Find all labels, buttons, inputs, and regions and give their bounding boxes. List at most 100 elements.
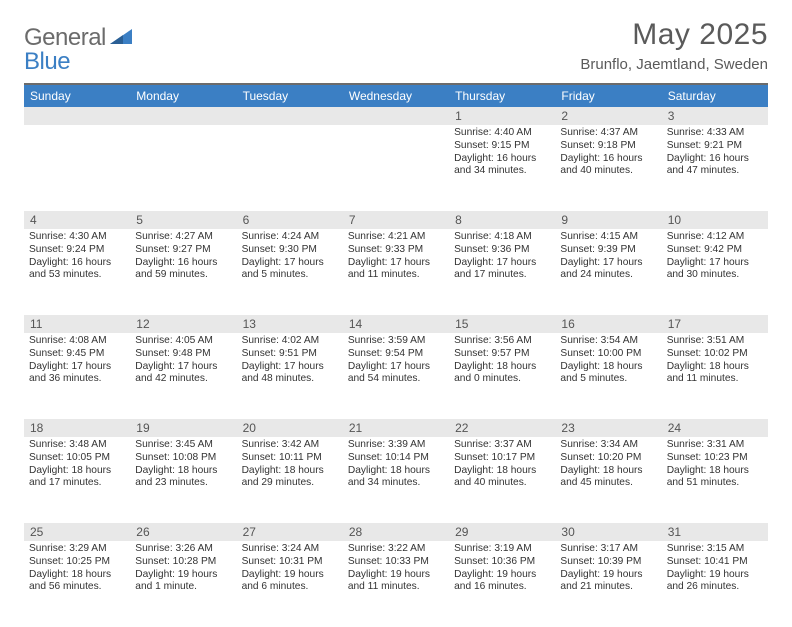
- day-text: Sunrise: 4:33 AMSunset: 9:21 PMDaylight:…: [667, 127, 763, 178]
- daylight-line: Daylight: 19 hours and 26 minutes.: [667, 569, 763, 595]
- daylight-line: Daylight: 19 hours and 16 minutes.: [454, 569, 550, 595]
- page-title: May 2025: [580, 18, 768, 52]
- daylight-line: Daylight: 17 hours and 11 minutes.: [348, 257, 444, 283]
- dow-cell: Saturday: [662, 85, 768, 107]
- day-cell: Sunrise: 3:42 AMSunset: 10:11 PMDaylight…: [237, 437, 343, 523]
- sunrise-line: Sunrise: 3:59 AM: [348, 335, 444, 348]
- day-number: 20: [237, 419, 343, 437]
- sunset-line: Sunset: 10:39 PM: [560, 556, 656, 569]
- sunrise-line: Sunrise: 3:31 AM: [667, 439, 763, 452]
- day-text: Sunrise: 3:42 AMSunset: 10:11 PMDaylight…: [242, 439, 338, 490]
- day-cell: Sunrise: 4:33 AMSunset: 9:21 PMDaylight:…: [662, 125, 768, 211]
- day-cell: Sunrise: 3:51 AMSunset: 10:02 PMDaylight…: [662, 333, 768, 419]
- daylight-line: Daylight: 16 hours and 34 minutes.: [454, 153, 550, 179]
- dow-cell: Friday: [555, 85, 661, 107]
- sunset-line: Sunset: 9:27 PM: [135, 244, 231, 257]
- day-cell: Sunrise: 3:39 AMSunset: 10:14 PMDaylight…: [343, 437, 449, 523]
- day-text: Sunrise: 4:37 AMSunset: 9:18 PMDaylight:…: [560, 127, 656, 178]
- day-of-week-row: SundayMondayTuesdayWednesdayThursdayFrid…: [24, 85, 768, 107]
- day-text: Sunrise: 3:26 AMSunset: 10:28 PMDaylight…: [135, 543, 231, 594]
- sunset-line: Sunset: 9:42 PM: [667, 244, 763, 257]
- day-text: Sunrise: 4:18 AMSunset: 9:36 PMDaylight:…: [454, 231, 550, 282]
- day-number: 14: [343, 315, 449, 333]
- day-number: 25: [24, 523, 130, 541]
- daylight-line: Daylight: 19 hours and 6 minutes.: [242, 569, 338, 595]
- sunset-line: Sunset: 9:36 PM: [454, 244, 550, 257]
- day-cell: Sunrise: 4:02 AMSunset: 9:51 PMDaylight:…: [237, 333, 343, 419]
- day-text: Sunrise: 3:48 AMSunset: 10:05 PMDaylight…: [29, 439, 125, 490]
- day-cell: Sunrise: 3:24 AMSunset: 10:31 PMDaylight…: [237, 541, 343, 627]
- day-text: Sunrise: 3:22 AMSunset: 10:33 PMDaylight…: [348, 543, 444, 594]
- day-text: Sunrise: 4:08 AMSunset: 9:45 PMDaylight:…: [29, 335, 125, 386]
- sunrise-line: Sunrise: 3:39 AM: [348, 439, 444, 452]
- daylight-line: Daylight: 18 hours and 56 minutes.: [29, 569, 125, 595]
- sunset-line: Sunset: 10:02 PM: [667, 348, 763, 361]
- day-cell: Sunrise: 4:27 AMSunset: 9:27 PMDaylight:…: [130, 229, 236, 315]
- sunrise-line: Sunrise: 4:15 AM: [560, 231, 656, 244]
- day-text: Sunrise: 4:05 AMSunset: 9:48 PMDaylight:…: [135, 335, 231, 386]
- logo-text-blue: Blue: [24, 48, 70, 75]
- sunrise-line: Sunrise: 4:30 AM: [29, 231, 125, 244]
- sunset-line: Sunset: 10:41 PM: [667, 556, 763, 569]
- title-block: May 2025 Brunflo, Jaemtland, Sweden: [580, 18, 768, 73]
- day-cell: [24, 125, 130, 211]
- day-text: Sunrise: 4:02 AMSunset: 9:51 PMDaylight:…: [242, 335, 338, 386]
- day-cell: [237, 125, 343, 211]
- sunset-line: Sunset: 9:48 PM: [135, 348, 231, 361]
- sunrise-line: Sunrise: 4:21 AM: [348, 231, 444, 244]
- sunset-line: Sunset: 9:51 PM: [242, 348, 338, 361]
- day-cell: Sunrise: 3:45 AMSunset: 10:08 PMDaylight…: [130, 437, 236, 523]
- day-number: 29: [449, 523, 555, 541]
- sunrise-line: Sunrise: 3:45 AM: [135, 439, 231, 452]
- day-text: Sunrise: 3:37 AMSunset: 10:17 PMDaylight…: [454, 439, 550, 490]
- day-number: 13: [237, 315, 343, 333]
- day-cell: [130, 125, 236, 211]
- sunrise-line: Sunrise: 3:42 AM: [242, 439, 338, 452]
- sunrise-line: Sunrise: 3:19 AM: [454, 543, 550, 556]
- daylight-line: Daylight: 19 hours and 11 minutes.: [348, 569, 444, 595]
- daylight-line: Daylight: 18 hours and 29 minutes.: [242, 465, 338, 491]
- sunset-line: Sunset: 10:14 PM: [348, 452, 444, 465]
- sunset-line: Sunset: 10:23 PM: [667, 452, 763, 465]
- day-text: Sunrise: 4:27 AMSunset: 9:27 PMDaylight:…: [135, 231, 231, 282]
- daylight-line: Daylight: 18 hours and 34 minutes.: [348, 465, 444, 491]
- daylight-line: Daylight: 16 hours and 40 minutes.: [560, 153, 656, 179]
- sunrise-line: Sunrise: 3:15 AM: [667, 543, 763, 556]
- daylight-line: Daylight: 16 hours and 53 minutes.: [29, 257, 125, 283]
- day-text: Sunrise: 3:24 AMSunset: 10:31 PMDaylight…: [242, 543, 338, 594]
- daylight-line: Daylight: 18 hours and 5 minutes.: [560, 361, 656, 387]
- daylight-line: Daylight: 16 hours and 59 minutes.: [135, 257, 231, 283]
- day-number: 17: [662, 315, 768, 333]
- daylight-line: Daylight: 17 hours and 42 minutes.: [135, 361, 231, 387]
- day-text: Sunrise: 3:17 AMSunset: 10:39 PMDaylight…: [560, 543, 656, 594]
- dow-cell: Thursday: [449, 85, 555, 107]
- day-number: 28: [343, 523, 449, 541]
- sunrise-line: Sunrise: 3:56 AM: [454, 335, 550, 348]
- day-number: 22: [449, 419, 555, 437]
- sunrise-line: Sunrise: 4:24 AM: [242, 231, 338, 244]
- day-number: 21: [343, 419, 449, 437]
- daylight-line: Daylight: 17 hours and 5 minutes.: [242, 257, 338, 283]
- day-number: 23: [555, 419, 661, 437]
- logo-triangle-icon: [110, 29, 132, 47]
- day-number: 5: [130, 211, 236, 229]
- day-cell: Sunrise: 4:18 AMSunset: 9:36 PMDaylight:…: [449, 229, 555, 315]
- sunset-line: Sunset: 9:57 PM: [454, 348, 550, 361]
- day-number-row: 25262728293031: [24, 523, 768, 541]
- sunset-line: Sunset: 9:45 PM: [29, 348, 125, 361]
- daylight-line: Daylight: 19 hours and 21 minutes.: [560, 569, 656, 595]
- location-text: Brunflo, Jaemtland, Sweden: [580, 56, 768, 73]
- week-row: Sunrise: 4:30 AMSunset: 9:24 PMDaylight:…: [24, 229, 768, 315]
- day-cell: Sunrise: 4:08 AMSunset: 9:45 PMDaylight:…: [24, 333, 130, 419]
- daylight-line: Daylight: 18 hours and 40 minutes.: [454, 465, 550, 491]
- sunset-line: Sunset: 10:28 PM: [135, 556, 231, 569]
- day-number: 10: [662, 211, 768, 229]
- day-text: Sunrise: 3:51 AMSunset: 10:02 PMDaylight…: [667, 335, 763, 386]
- day-number: 27: [237, 523, 343, 541]
- sunrise-line: Sunrise: 3:24 AM: [242, 543, 338, 556]
- week-row: Sunrise: 3:29 AMSunset: 10:25 PMDaylight…: [24, 541, 768, 627]
- day-cell: Sunrise: 3:54 AMSunset: 10:00 PMDaylight…: [555, 333, 661, 419]
- sunset-line: Sunset: 9:15 PM: [454, 140, 550, 153]
- day-cell: Sunrise: 3:59 AMSunset: 9:54 PMDaylight:…: [343, 333, 449, 419]
- sunset-line: Sunset: 10:25 PM: [29, 556, 125, 569]
